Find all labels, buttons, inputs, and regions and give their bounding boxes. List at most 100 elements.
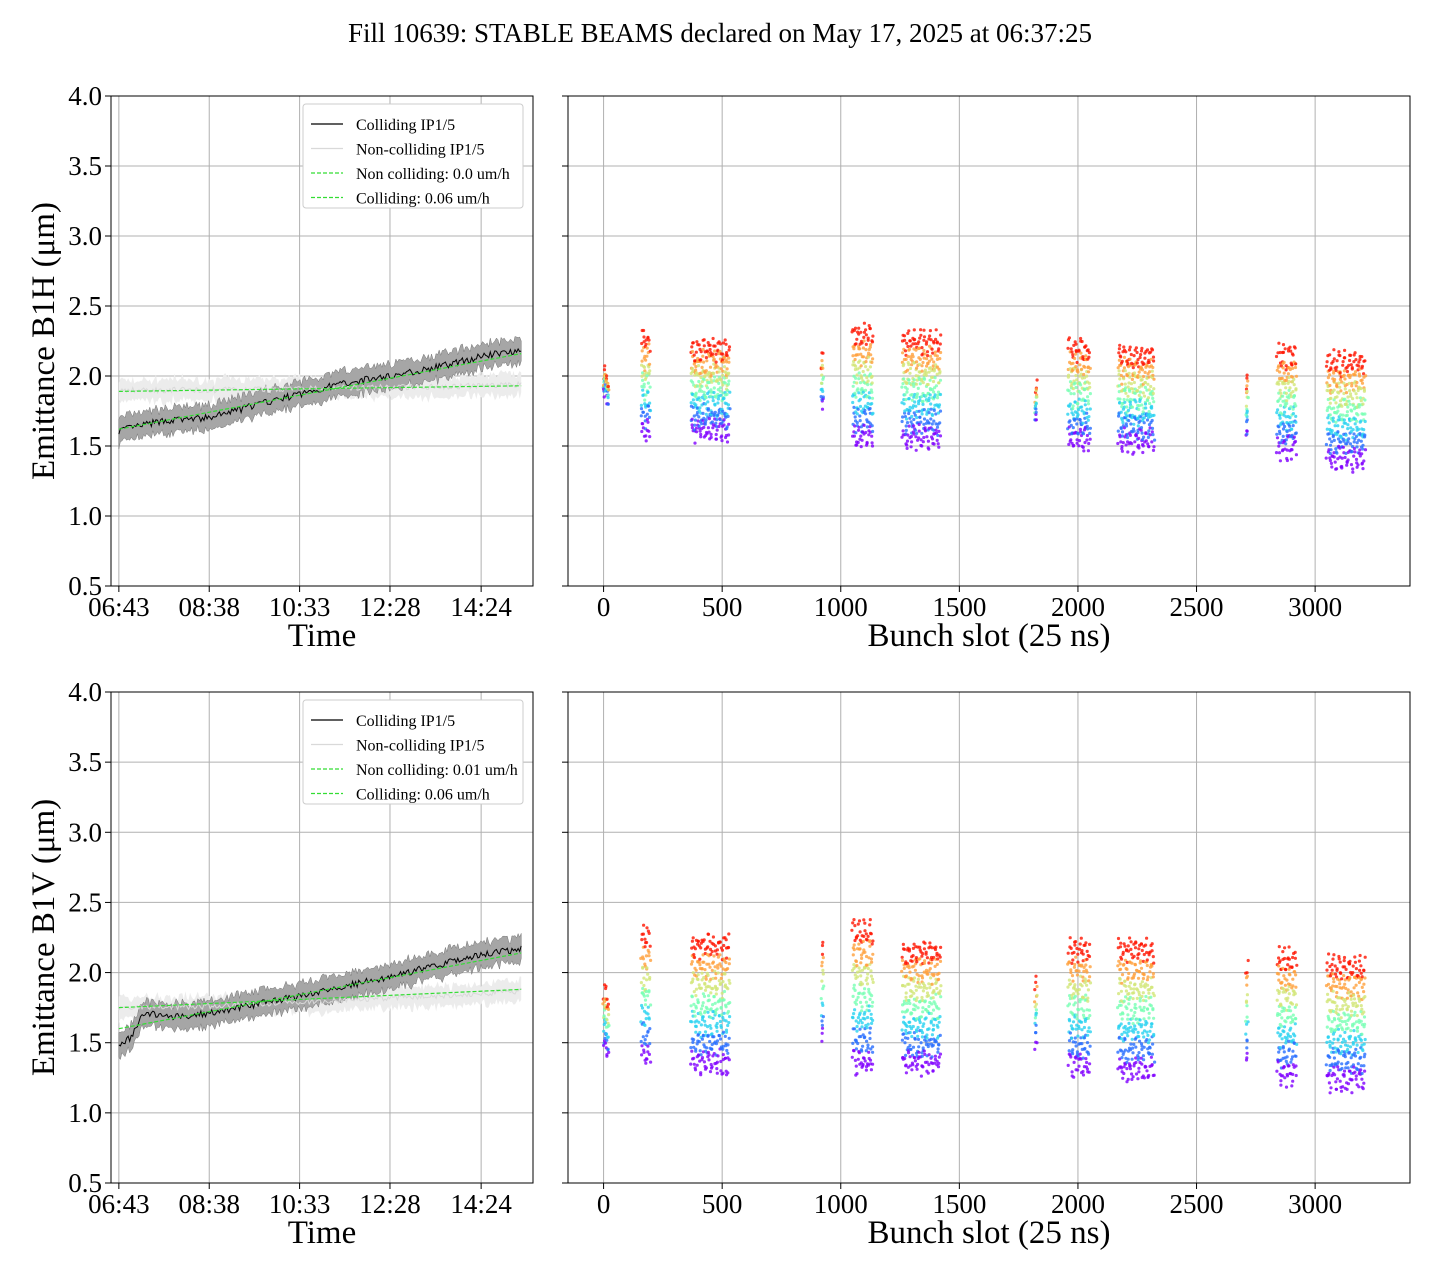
y-tick-label: 0.5 — [68, 571, 102, 601]
bunch-point — [938, 342, 942, 346]
bunch-point — [1283, 347, 1287, 351]
bunch-point — [865, 982, 870, 986]
bunch-point — [1349, 1029, 1353, 1033]
bunch-point — [1086, 1016, 1090, 1020]
bunch-point — [1034, 1008, 1038, 1012]
bunch-point — [1085, 424, 1089, 428]
bunch-point — [858, 1027, 862, 1031]
bunch-point — [1324, 364, 1329, 368]
bunch-point — [871, 1000, 875, 1004]
bunch-point — [923, 941, 927, 945]
bunch-point — [935, 396, 940, 400]
bunch-point — [1034, 1031, 1038, 1035]
bunch-point — [870, 374, 874, 378]
bunch-point — [1349, 997, 1353, 1001]
bunch-point — [1127, 971, 1131, 976]
bunch-point — [605, 374, 609, 378]
bunch-point — [708, 1070, 713, 1074]
bunch-point — [1333, 1018, 1337, 1022]
bunch-point — [906, 331, 910, 335]
bunch-point — [725, 367, 729, 371]
bunch-point — [694, 395, 698, 399]
bunch-point — [710, 380, 714, 384]
bunch-point — [1342, 369, 1346, 373]
bunch-point — [1122, 426, 1126, 430]
bunch-point — [1291, 420, 1295, 424]
bunch-point — [927, 1027, 931, 1031]
bunch-point — [1294, 1017, 1298, 1021]
bunch-point — [1293, 1034, 1297, 1038]
bunch-point — [640, 1044, 644, 1048]
bunch-point — [821, 375, 826, 379]
bunch-point — [1334, 1007, 1339, 1011]
bunch-point — [854, 1019, 858, 1023]
bunch-point — [1124, 391, 1128, 395]
bunch-point — [924, 393, 928, 398]
bunch-point — [1145, 963, 1149, 968]
bunch-point — [1346, 405, 1350, 409]
bunch-point — [922, 417, 927, 421]
bunch-point — [1133, 982, 1137, 986]
bunch-point — [1353, 1001, 1358, 1005]
bunch-point — [904, 398, 908, 402]
bunch-point — [700, 1018, 705, 1022]
bunch-point — [929, 338, 933, 342]
bunch-point — [713, 969, 717, 973]
bunch-point — [904, 991, 908, 995]
x-tick-label: 1500 — [932, 592, 986, 622]
bunch-point — [646, 972, 650, 976]
bunch-point — [1335, 967, 1339, 971]
bunch-point — [715, 987, 719, 991]
bunch-point — [711, 355, 715, 359]
bunch-point — [1142, 1029, 1147, 1033]
figure-title: Fill 10639: STABLE BEAMS declared on May… — [347, 18, 1093, 48]
bunch-point — [1141, 437, 1145, 442]
bunch-point — [939, 995, 943, 999]
bunch-point — [1147, 360, 1151, 364]
bunch-point — [1150, 369, 1154, 373]
bunch-point — [1148, 1046, 1152, 1050]
bunch-point — [716, 397, 721, 401]
bunch-point — [853, 357, 857, 362]
bunch-point — [1071, 413, 1075, 417]
bunch-point — [1277, 1050, 1281, 1054]
bunch-point — [1357, 427, 1361, 431]
bunch-point — [932, 360, 936, 364]
bunch-point — [709, 388, 713, 392]
bunch-point — [1145, 958, 1149, 962]
bunch-point — [699, 986, 704, 990]
bunch-point — [871, 334, 875, 338]
bunch-point — [643, 998, 648, 1002]
bunch-point — [727, 962, 731, 966]
bunch-point — [690, 1020, 694, 1024]
bunch-point — [1277, 1026, 1281, 1030]
bunch-point — [921, 402, 925, 406]
bunch-point — [1073, 1036, 1077, 1040]
bunch-point — [1354, 983, 1358, 987]
bunch-point — [1335, 395, 1339, 399]
bunch-point — [1084, 963, 1088, 967]
bunch-point — [1034, 418, 1038, 422]
bunch-point — [1353, 1070, 1357, 1074]
bunch-point — [1356, 991, 1360, 995]
bunch-point — [931, 379, 936, 384]
bunch-point — [724, 938, 728, 942]
bunch-point — [1145, 348, 1150, 352]
bunch-point — [1277, 945, 1281, 949]
bunch-point — [1139, 353, 1143, 357]
bunch-point — [1123, 1048, 1128, 1052]
bunch-point — [1073, 381, 1077, 385]
bunch-point — [856, 934, 860, 938]
bunch-point — [1077, 988, 1081, 992]
bunch-point — [694, 403, 698, 407]
bunch-point — [858, 1011, 862, 1015]
bunch-point — [908, 1055, 912, 1059]
bunch-point — [1073, 1040, 1078, 1044]
bunch-point — [930, 437, 935, 441]
bunch-point — [1245, 974, 1249, 978]
bunch-point — [690, 417, 694, 421]
bunch-point — [1069, 347, 1073, 351]
bunch-point — [1127, 371, 1131, 375]
bunch-point — [1080, 963, 1084, 967]
bunch-point — [647, 415, 652, 419]
